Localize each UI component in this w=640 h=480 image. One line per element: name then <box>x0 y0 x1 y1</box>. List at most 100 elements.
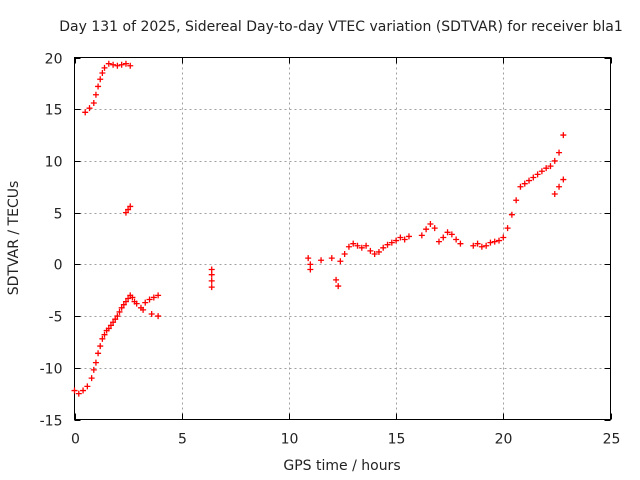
data-point <box>551 157 558 164</box>
data-point <box>358 244 365 251</box>
data-point <box>431 225 438 232</box>
data-point <box>99 335 106 342</box>
data-point <box>122 60 129 67</box>
data-point <box>305 255 312 262</box>
data-point <box>127 203 134 210</box>
data-point <box>401 236 408 243</box>
x-tick-label: 5 <box>178 432 187 448</box>
y-tick-label: 10 <box>45 155 63 171</box>
data-point <box>88 375 95 382</box>
data-point <box>112 316 119 323</box>
data-point <box>118 61 125 68</box>
data-point <box>453 236 460 243</box>
data-point <box>122 298 129 305</box>
data-point <box>556 149 563 156</box>
data-point <box>418 232 425 239</box>
data-point <box>335 283 342 290</box>
data-point <box>105 60 112 67</box>
data-point <box>444 229 451 236</box>
data-point <box>333 276 340 283</box>
data-point <box>208 277 215 284</box>
data-point <box>75 390 82 397</box>
grid-layer <box>74 57 611 420</box>
data-point <box>560 176 567 183</box>
tick-layer <box>74 57 612 421</box>
data-point <box>116 308 123 315</box>
data-point <box>97 76 104 83</box>
data-point <box>307 266 314 273</box>
data-point <box>470 242 477 249</box>
data-point <box>208 271 215 278</box>
data-point <box>504 225 511 232</box>
y-tick-label: -5 <box>49 310 63 326</box>
data-point <box>508 211 515 218</box>
data-point <box>560 132 567 139</box>
data-point <box>375 248 382 255</box>
data-point <box>155 313 162 320</box>
data-point <box>114 62 121 69</box>
data-point <box>118 304 125 311</box>
data-point <box>105 325 112 332</box>
data-point <box>423 226 430 233</box>
data-point <box>371 251 378 258</box>
data-point <box>107 322 114 329</box>
data-point <box>491 238 498 245</box>
data-point <box>427 221 434 228</box>
data-point <box>551 191 558 198</box>
plot-frame <box>74 57 611 420</box>
data-point <box>478 243 485 250</box>
data-point <box>129 294 136 301</box>
y-tick-label: -10 <box>40 362 63 378</box>
data-point <box>90 100 97 107</box>
data-point <box>127 62 134 69</box>
data-point <box>337 258 344 265</box>
data-point <box>543 165 550 172</box>
data-point <box>393 237 400 244</box>
x-tick-label: 20 <box>495 432 513 448</box>
data-point <box>388 239 395 246</box>
x-tick-label: 25 <box>603 432 621 448</box>
data-point <box>125 295 132 302</box>
data-point <box>86 105 93 112</box>
data-points <box>71 60 567 397</box>
x-tick-label: 15 <box>388 432 406 448</box>
data-point <box>500 234 507 241</box>
y-tick-label: 5 <box>54 207 63 223</box>
data-point <box>367 247 374 254</box>
data-point <box>526 177 533 184</box>
data-point <box>95 350 102 357</box>
data-point <box>307 261 314 268</box>
data-point <box>208 266 215 273</box>
data-point <box>380 244 387 251</box>
data-point <box>547 163 554 170</box>
data-point <box>328 255 335 262</box>
data-point <box>538 168 545 175</box>
data-point <box>483 242 490 249</box>
data-point <box>155 292 162 299</box>
y-tick-label: 15 <box>45 103 63 119</box>
data-point <box>90 366 97 373</box>
data-point <box>95 83 102 90</box>
y-tick-label: 0 <box>54 258 63 274</box>
data-point <box>84 383 91 390</box>
data-point <box>487 239 494 246</box>
data-point <box>114 313 121 320</box>
data-point <box>318 257 325 264</box>
data-point <box>517 183 524 190</box>
data-point <box>148 311 155 318</box>
y-tick-label: -15 <box>40 414 63 430</box>
data-point <box>363 242 370 249</box>
data-point <box>146 296 153 303</box>
data-point <box>97 343 104 350</box>
data-point <box>474 240 481 247</box>
y-tick-label: 20 <box>45 52 63 68</box>
data-point <box>150 294 157 301</box>
data-point <box>350 240 357 247</box>
tick-label-layer: 0 5 10 15 20 25 -15 -10 -5 0 5 10 15 20 <box>40 52 621 448</box>
data-point <box>125 206 132 213</box>
data-point <box>496 237 503 244</box>
data-point <box>521 180 528 187</box>
data-point <box>140 306 147 313</box>
y-axis-label: SDTVAR / TECUs <box>6 181 22 296</box>
